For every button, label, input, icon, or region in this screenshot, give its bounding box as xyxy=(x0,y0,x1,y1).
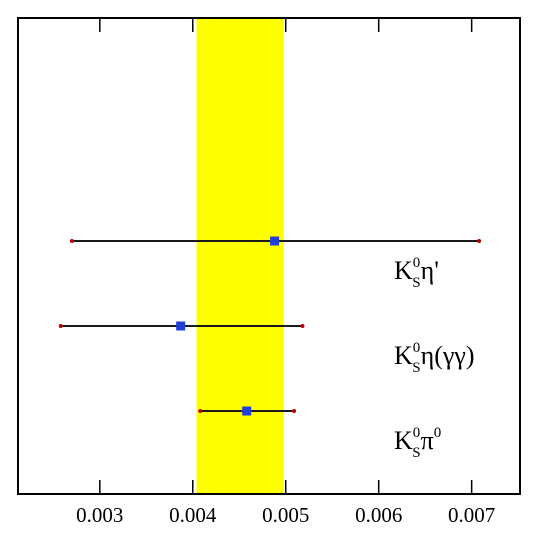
marker xyxy=(270,236,280,246)
error-cap-low xyxy=(69,239,74,243)
x-tick-label: 0.007 xyxy=(448,503,495,527)
x-tick-label: 0.003 xyxy=(76,503,123,527)
x-tick-label: 0.006 xyxy=(355,503,402,527)
label-main: K xyxy=(394,256,413,285)
label-pi-sup: 0 xyxy=(434,425,442,441)
x-tick-label: 0.004 xyxy=(169,503,217,527)
band xyxy=(196,18,284,494)
marker xyxy=(176,321,186,331)
label-main: K xyxy=(394,341,413,370)
label-rest: η' xyxy=(421,256,439,285)
label-sup: 0 xyxy=(413,425,421,441)
label-sub: S xyxy=(412,360,420,376)
error-cap-high xyxy=(477,239,482,243)
label-sup: 0 xyxy=(413,255,421,271)
category-label: K0 Sπ0 xyxy=(394,425,441,461)
plot-frame xyxy=(17,17,521,495)
error-cap-low xyxy=(58,324,63,328)
label-rest: π xyxy=(421,426,434,455)
x-tick-label: 0.005 xyxy=(262,503,309,527)
error-cap-high xyxy=(300,324,305,328)
marker xyxy=(242,406,252,416)
error-cap-low xyxy=(198,409,203,413)
error-cap-high xyxy=(292,409,297,413)
label-rest: η(γγ) xyxy=(421,341,475,370)
category-label: K0 Sη(γγ) xyxy=(394,340,475,376)
label-sub: S xyxy=(412,445,420,461)
label-sup: 0 xyxy=(413,340,421,356)
label-main: K xyxy=(394,426,413,455)
category-label: K0 Sη' xyxy=(394,255,439,291)
label-sub: S xyxy=(412,275,420,291)
